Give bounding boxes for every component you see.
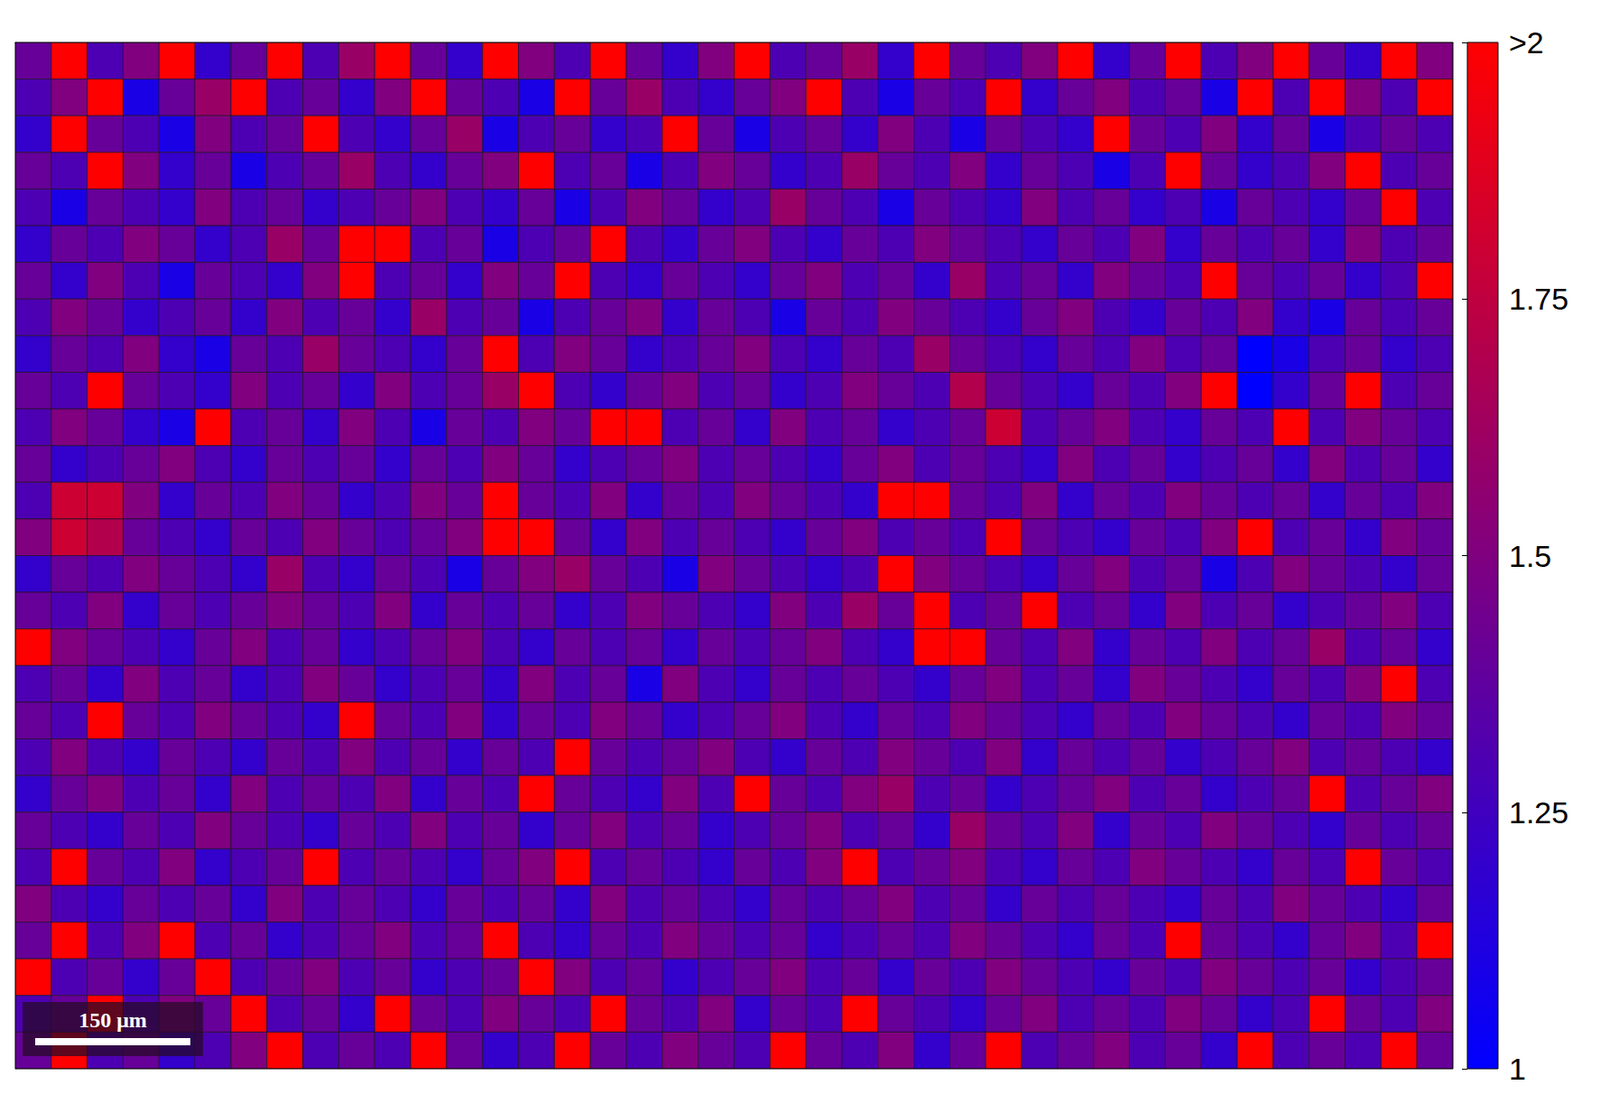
svg-text:>2: >2: [1508, 25, 1545, 60]
svg-text:1: 1: [1508, 1051, 1527, 1086]
svg-text:1.25: 1.25: [1508, 795, 1569, 830]
svg-text:150 μm: 150 μm: [78, 1008, 148, 1032]
svg-text:1.75: 1.75: [1508, 281, 1569, 316]
svg-text:1.5: 1.5: [1508, 538, 1552, 574]
